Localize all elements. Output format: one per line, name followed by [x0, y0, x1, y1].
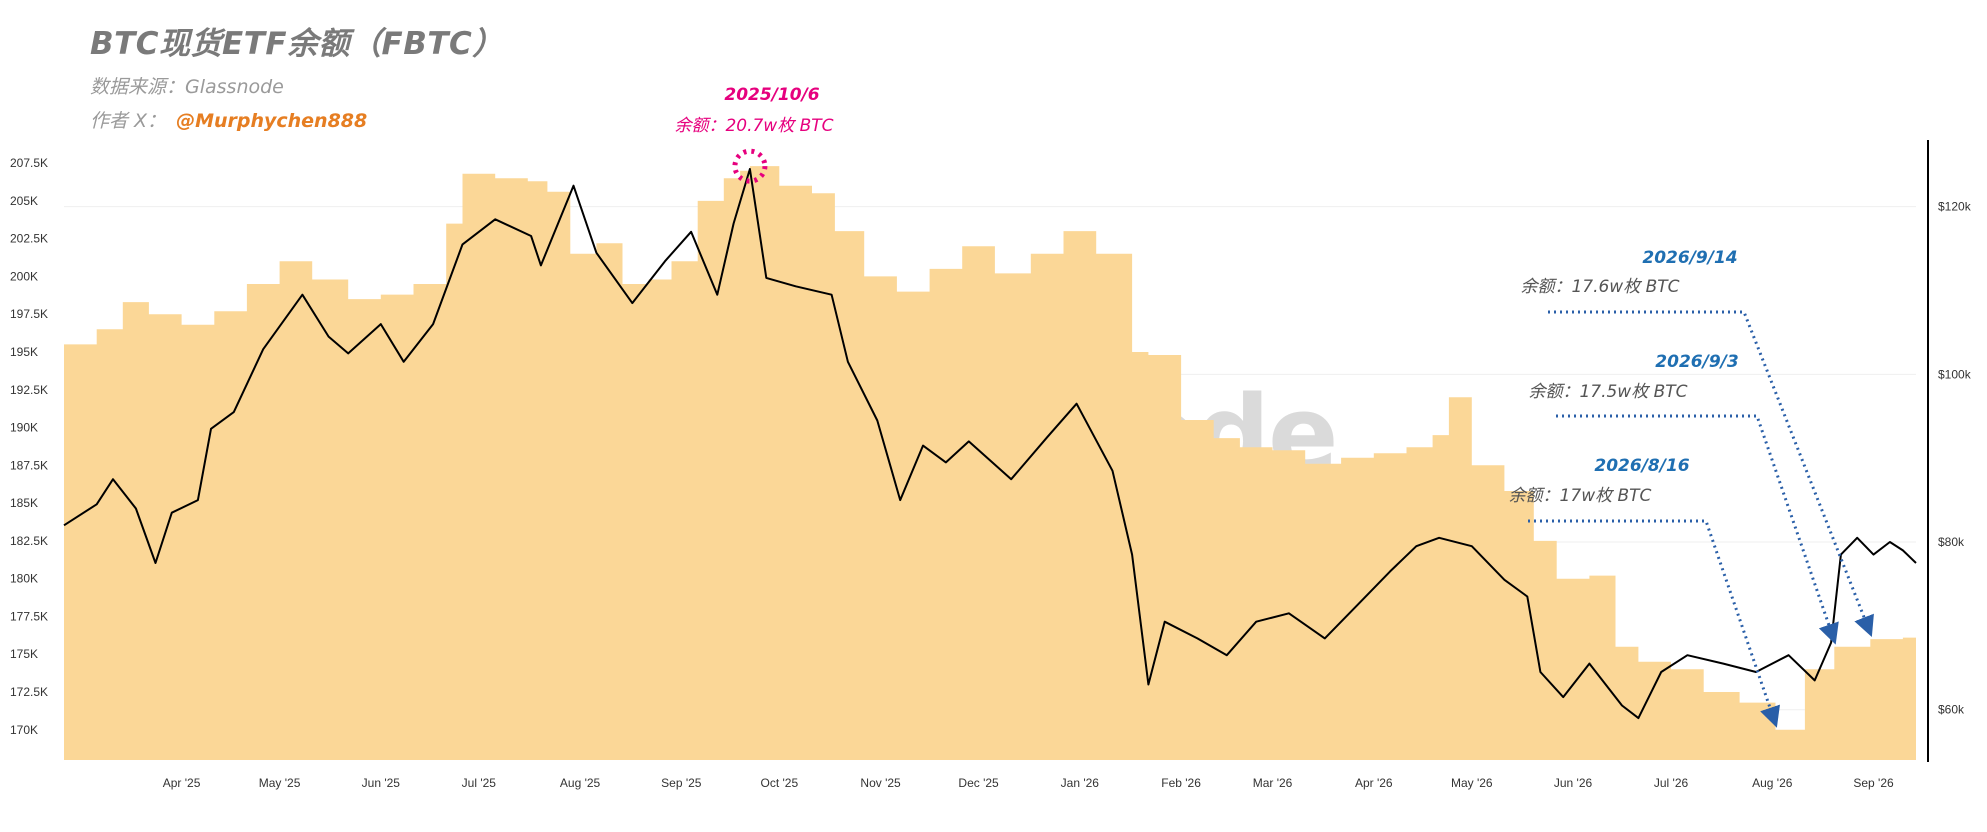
x-tick-label-12: Apr '26	[1355, 776, 1393, 790]
left-axis: 170K 172.5K 175K 177.5K 180K 182.5K 185K 187.5K…	[10, 156, 48, 737]
x-axis: Apr '25 May '25 Jun '25 Jul '25 Aug '25 Sep '…	[163, 776, 1894, 790]
peak-marker-circle	[732, 148, 768, 184]
balance-area-layer	[64, 166, 1916, 761]
x-tick-label-7: Nov '25	[860, 776, 901, 790]
annotation-balance-1: 余额：17.6w枚 BTC	[1520, 277, 1679, 297]
x-tick-label-13: May '26	[1451, 776, 1493, 790]
left-tick-label-0: 170K	[10, 723, 38, 737]
annotation-date-3: 2026/8/16	[1594, 456, 1689, 476]
x-tick-label-16: Aug '26	[1752, 776, 1793, 790]
left-tick-label-14: 205K	[10, 194, 38, 208]
x-tick-label-6: Oct '25	[761, 776, 799, 790]
right-tick-label-3: $120k	[1938, 200, 1972, 214]
left-tick-label-4: 180K	[10, 572, 38, 586]
left-tick-label-12: 200K	[10, 269, 38, 283]
x-tick-label-5: Sep '25	[661, 776, 702, 790]
annotation-layer: 2025/10/6 余额：20.7w枚 BTC 2026/9/14 余额：17.6w枚…	[674, 85, 1874, 728]
annotation-balance-2: 余额：17.5w枚 BTC	[1528, 382, 1687, 402]
left-tick-label-9: 192.5K	[10, 383, 48, 397]
author-line: 作者 X： @Murphychen888	[90, 106, 367, 133]
right-tick-label-2: $100k	[1938, 367, 1972, 381]
author-label: 作者 X：	[90, 110, 167, 132]
annotation-balance-3: 余额：17w枚 BTC	[1509, 486, 1652, 506]
annotation-date-2: 2026/9/3	[1655, 352, 1738, 372]
data-source-label: 数据来源：Glassnode	[90, 76, 284, 98]
x-tick-label-15: Jul '26	[1654, 776, 1689, 790]
left-tick-label-15: 207.5K	[10, 156, 48, 170]
left-tick-label-6: 185K	[10, 496, 38, 510]
right-tick-label-1: $80k	[1938, 535, 1965, 549]
annotation-date-1: 2026/9/14	[1642, 248, 1737, 268]
price-line-layer	[63, 168, 1917, 720]
peak-date-label: 2025/10/6	[724, 85, 819, 105]
left-tick-label-1: 172.5K	[10, 685, 48, 699]
x-tick-label-8: Dec '25	[958, 776, 999, 790]
left-tick-label-2: 175K	[10, 647, 38, 661]
x-tick-label-9: Jan '26	[1061, 776, 1100, 790]
x-tick-label-3: Jul '25	[462, 776, 497, 790]
left-tick-label-7: 187.5K	[10, 458, 48, 472]
peak-balance-label: 余额：20.7w枚 BTC	[674, 116, 833, 136]
x-tick-label-0: Apr '25	[163, 776, 201, 790]
price-line	[63, 168, 1917, 720]
chart-title: BTC现货ETF余额（FBTC）	[90, 26, 504, 62]
left-tick-label-5: 182.5K	[10, 534, 48, 548]
left-tick-label-13: 202.5K	[10, 232, 48, 246]
left-tick-label-11: 197.5K	[10, 307, 48, 321]
x-tick-label-11: Mar '26	[1253, 776, 1293, 790]
x-tick-label-1: May '25	[259, 776, 301, 790]
right-axis: $60k $80k $100k $120k	[1927, 140, 1972, 762]
balance-area	[64, 166, 1916, 761]
annotation-arrow-1	[1548, 310, 1874, 638]
x-tick-label-14: Jun '26	[1554, 776, 1593, 790]
left-tick-label-10: 195K	[10, 345, 38, 359]
x-tick-label-2: Jun '25	[362, 776, 401, 790]
left-tick-label-3: 177.5K	[10, 609, 48, 623]
x-tick-label-4: Aug '25	[560, 776, 601, 790]
x-tick-label-10: Feb '26	[1161, 776, 1201, 790]
right-tick-label-0: $60k	[1938, 703, 1965, 717]
left-tick-label-8: 190K	[10, 421, 38, 435]
x-tick-label-17: Sep '26	[1853, 776, 1894, 790]
author-handle-link[interactable]: @Murphychen888	[176, 110, 368, 132]
annotation-arrow-2	[1556, 414, 1839, 645]
